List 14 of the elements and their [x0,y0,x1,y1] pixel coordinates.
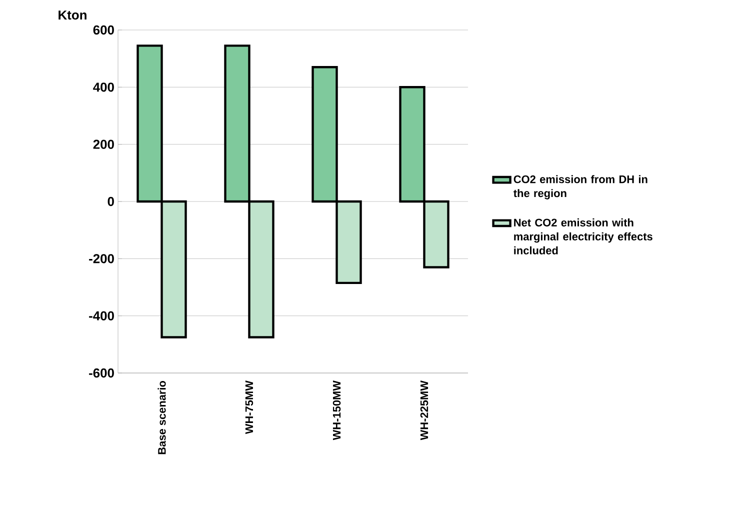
y-tick-label: -200 [89,254,114,264]
legend-label: CO2 emission from DH in the region [514,175,648,200]
y-tick-label: 600 [93,25,114,35]
y-tick-label: -400 [89,311,114,320]
y-tick-label: -600 [89,368,114,378]
y-tick-label: 0 [108,196,114,206]
y-tick-label: 400 [93,82,114,92]
legend-label: Net CO2 emission with marginal electricity effects included [514,218,652,254]
x-tick-label: WH-150MW [332,380,341,440]
y-tick-label: 200 [93,140,114,149]
x-tick-label: WH-225MW [420,380,428,440]
x-tick-label: WH-75MW [245,380,254,434]
y-axis-title: Kton [58,10,86,20]
x-tick-label: Base scenario [158,380,166,454]
